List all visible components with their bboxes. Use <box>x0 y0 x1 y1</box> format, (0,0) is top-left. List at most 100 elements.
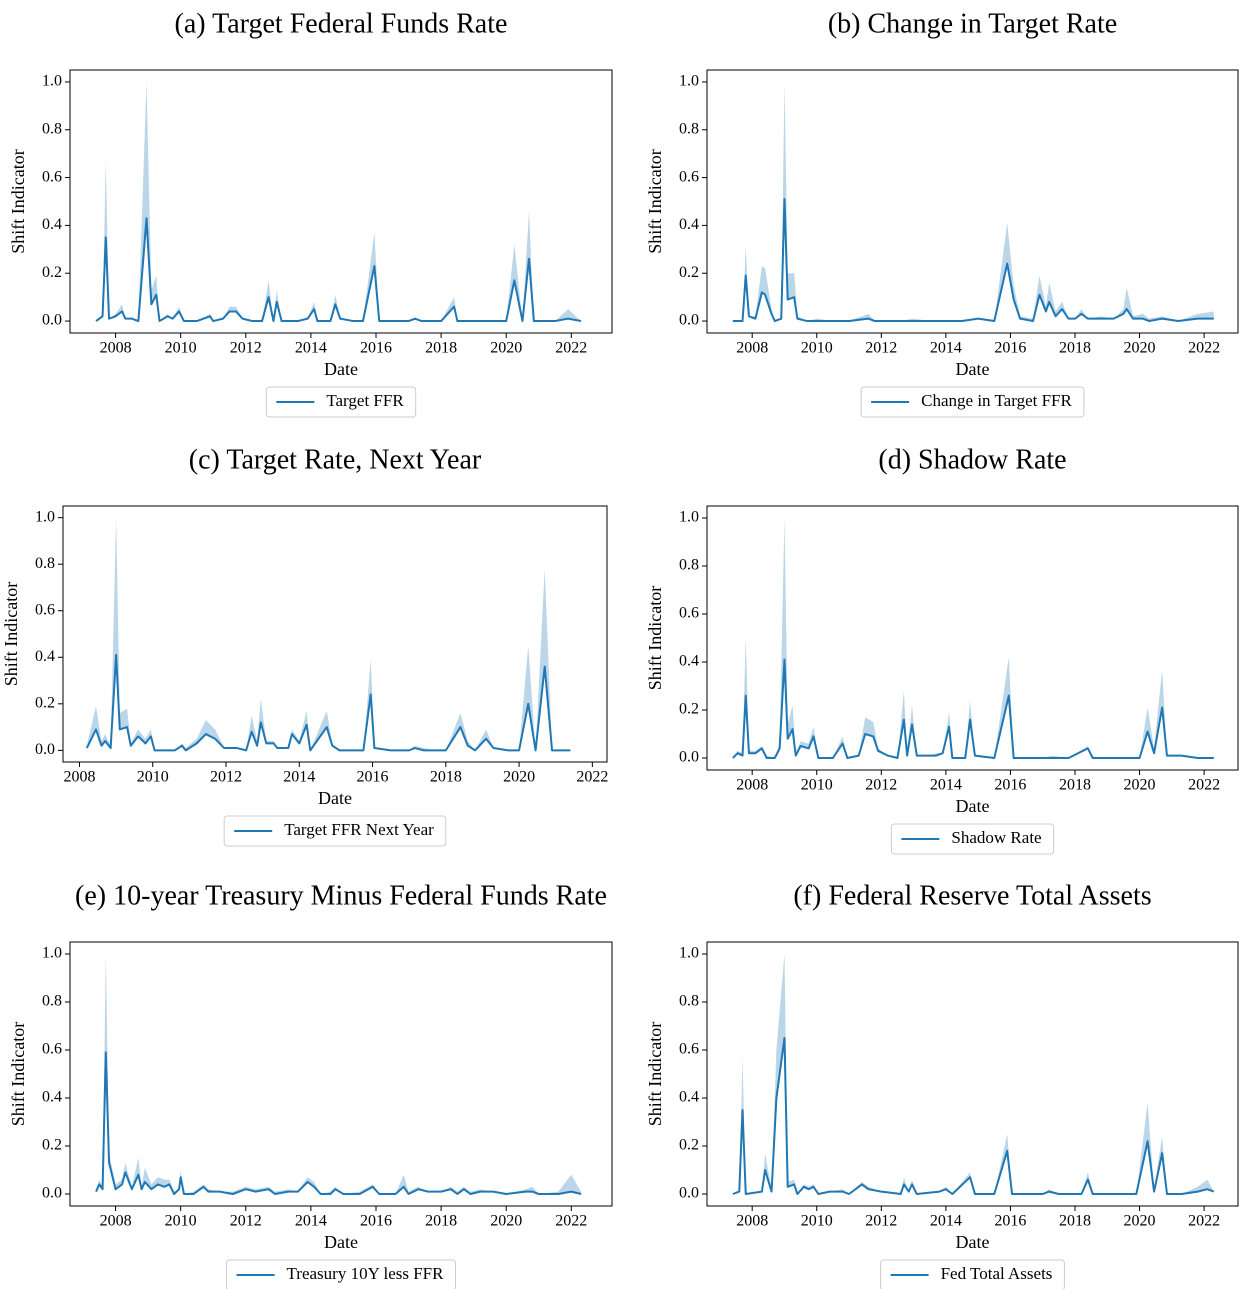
confidence-band <box>732 81 1214 322</box>
x-axis-label: Date <box>956 796 990 816</box>
y-tick-label: 1.0 <box>35 508 55 525</box>
plot-frame <box>706 505 1239 771</box>
chart-title: (e) 10-year Treasury Minus Federal Funds… <box>75 880 607 911</box>
legend-label: Target FFR Next Year <box>284 820 434 839</box>
x-tick-label: 2022 <box>555 1213 587 1230</box>
x-tick-label: 2012 <box>865 340 897 357</box>
x-tick-label: 2010 <box>801 777 833 794</box>
x-tick-label: 2016 <box>994 340 1026 357</box>
x-tick-label: 2010 <box>165 1213 197 1230</box>
x-tick-label: 2018 <box>1059 777 1091 794</box>
x-tick-label: 2022 <box>1188 1213 1220 1230</box>
plot-frame <box>69 69 613 334</box>
y-tick-label: 0.4 <box>35 648 55 665</box>
confidence-band <box>96 954 582 1194</box>
y-tick-label: 1.0 <box>679 509 699 526</box>
x-tick-label: 2022 <box>1188 777 1220 794</box>
x-tick-label: 2012 <box>865 1213 897 1230</box>
chart-title: (a) Target Federal Funds Rate <box>175 8 508 39</box>
plot-frame <box>62 505 608 763</box>
y-tick-label: 0.6 <box>42 168 62 185</box>
x-tick-label: 2008 <box>736 777 768 794</box>
y-tick-label: 0.4 <box>42 216 62 233</box>
plot-frame <box>706 941 1239 1207</box>
x-tick-label: 2010 <box>801 340 833 357</box>
x-tick-label: 2008 <box>736 340 768 357</box>
y-tick-label: 0.8 <box>679 993 699 1010</box>
x-axis-label: Date <box>956 359 990 379</box>
x-tick-label: 2010 <box>165 340 197 357</box>
y-tick-label: 1.0 <box>42 945 62 962</box>
x-tick-label: 2016 <box>357 769 389 786</box>
y-axis-label: Shift Indicator <box>645 586 665 690</box>
y-tick-label: 0.8 <box>42 993 62 1010</box>
legend-label: Change in Target FFR <box>921 391 1072 410</box>
x-tick-label: 2012 <box>210 769 242 786</box>
y-tick-label: 0.2 <box>679 701 699 718</box>
legend-label: Shadow Rate <box>951 828 1041 847</box>
x-tick-label: 2012 <box>230 340 262 357</box>
confidence-band <box>96 81 582 322</box>
chart-title: (d) Shadow Rate <box>878 444 1066 475</box>
x-tick-label: 2022 <box>1188 340 1220 357</box>
y-tick-label: 0.8 <box>35 555 55 572</box>
y-tick-label: 0.8 <box>42 120 62 137</box>
x-tick-label: 2018 <box>425 1213 457 1230</box>
x-tick-label: 2008 <box>100 340 132 357</box>
x-tick-label: 2022 <box>576 769 608 786</box>
legend-box <box>890 823 1055 855</box>
plot-frame <box>69 941 613 1207</box>
line <box>85 653 571 752</box>
legend-box <box>860 386 1085 418</box>
chart-title: (b) Change in Target Rate <box>828 8 1117 39</box>
y-tick-label: 0.8 <box>679 557 699 574</box>
x-axis-label: Date <box>956 1232 990 1252</box>
y-tick-label: 0.2 <box>42 1137 62 1154</box>
x-axis-label: Date <box>324 359 358 379</box>
x-axis-label: Date <box>318 788 352 808</box>
x-tick-label: 2020 <box>1124 340 1156 357</box>
x-tick-label: 2010 <box>801 1213 833 1230</box>
line <box>95 1051 582 1195</box>
confidence-band <box>86 517 571 751</box>
legend-label: Target FFR <box>326 391 404 410</box>
y-tick-label: 0.6 <box>35 601 55 618</box>
y-tick-label: 0.8 <box>679 120 699 137</box>
x-tick-label: 2020 <box>1124 1213 1156 1230</box>
line <box>732 658 1214 759</box>
plot-frame <box>706 69 1239 334</box>
y-tick-label: 0.6 <box>679 168 699 185</box>
x-tick-label: 2020 <box>503 769 535 786</box>
y-tick-label: 0.6 <box>679 605 699 622</box>
x-tick-label: 2008 <box>63 769 95 786</box>
y-tick-label: 0.4 <box>679 1089 699 1106</box>
y-tick-label: 0.0 <box>679 1185 699 1202</box>
x-tick-label: 2018 <box>430 769 462 786</box>
legend-box <box>265 386 417 418</box>
x-tick-label: 2016 <box>360 340 392 357</box>
legend-box <box>880 1259 1065 1289</box>
y-tick-label: 1.0 <box>679 73 699 90</box>
legend-box <box>223 815 447 847</box>
y-tick-label: 0.2 <box>679 264 699 281</box>
x-tick-label: 2008 <box>736 1213 768 1230</box>
x-tick-label: 2010 <box>137 769 169 786</box>
y-tick-label: 0.2 <box>35 694 55 711</box>
y-tick-label: 0.0 <box>679 312 699 329</box>
y-tick-label: 0.0 <box>35 741 55 758</box>
chart-title: (f) Federal Reserve Total Assets <box>793 880 1151 911</box>
y-tick-label: 0.4 <box>679 653 699 670</box>
y-tick-label: 0.6 <box>42 1041 62 1058</box>
x-tick-label: 2014 <box>295 1213 327 1230</box>
y-tick-label: 1.0 <box>42 73 62 90</box>
x-tick-label: 2018 <box>425 340 457 357</box>
y-axis-label: Shift Indicator <box>645 149 665 253</box>
y-tick-label: 0.6 <box>679 1041 699 1058</box>
x-tick-label: 2016 <box>994 1213 1026 1230</box>
x-tick-label: 2014 <box>283 769 315 786</box>
x-tick-label: 2020 <box>1124 777 1156 794</box>
x-tick-label: 2014 <box>930 777 962 794</box>
confidence-band <box>732 954 1214 1194</box>
confidence-band <box>732 518 1214 758</box>
